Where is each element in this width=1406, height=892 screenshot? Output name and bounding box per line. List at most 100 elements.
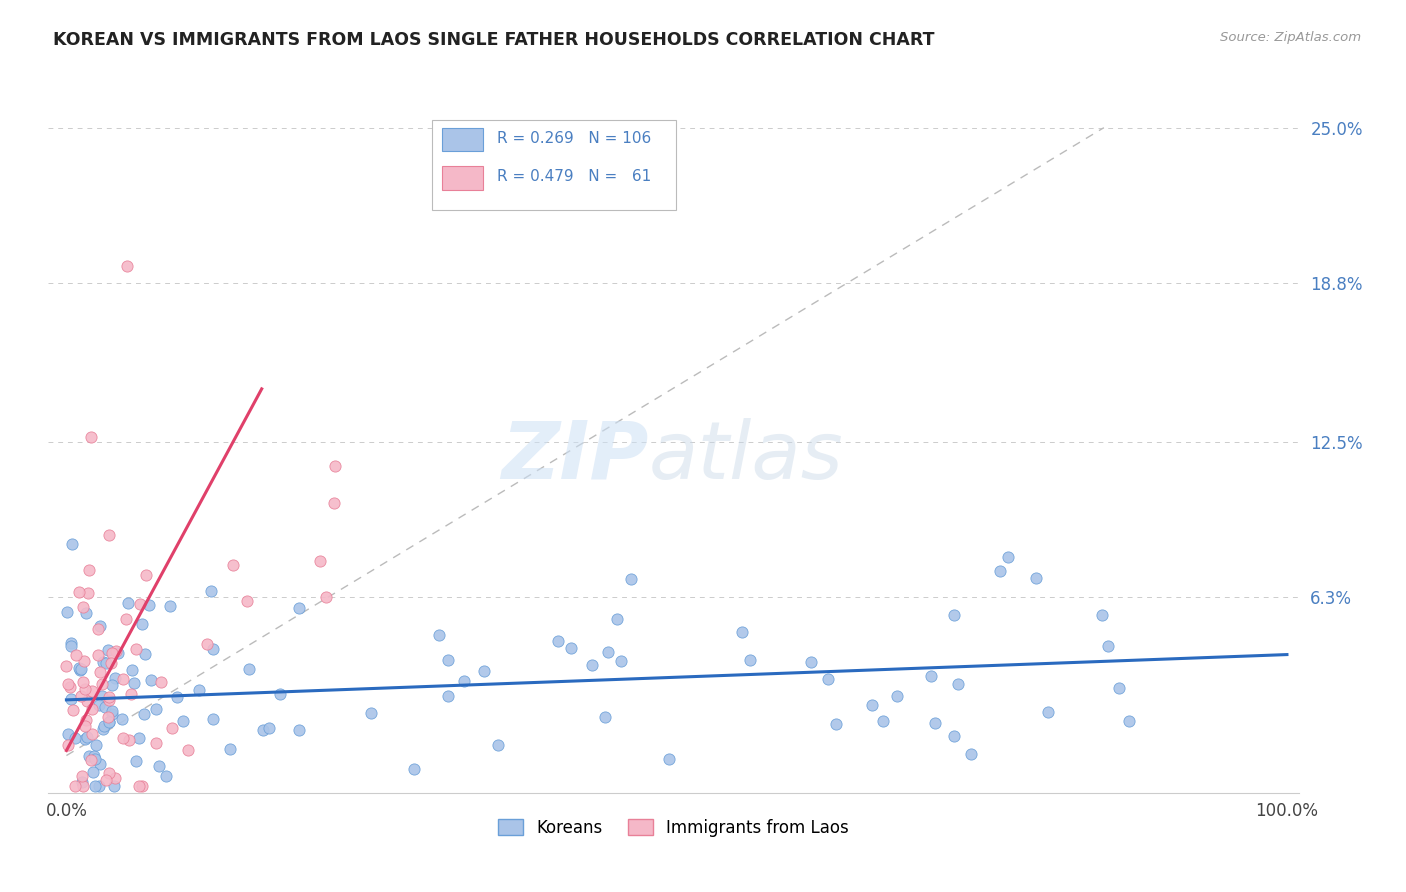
Point	[860, 698, 883, 712]
Point	[100, 678, 122, 692]
Point	[56, 727, 79, 741]
Point	[731, 625, 754, 640]
Point	[80, 753, 103, 767]
Point	[427, 628, 450, 642]
Point	[128, 597, 150, 611]
Point	[107, 646, 129, 660]
Point	[1036, 705, 1059, 719]
Point	[94, 700, 117, 714]
Point	[79, 563, 101, 577]
Point	[309, 554, 332, 568]
Point	[97, 715, 120, 730]
Point	[218, 741, 240, 756]
Point	[145, 702, 167, 716]
Point	[581, 658, 603, 673]
Point	[134, 647, 156, 661]
Point	[800, 656, 823, 670]
Point	[91, 655, 114, 669]
Point	[73, 654, 96, 668]
Point	[128, 779, 150, 793]
Point	[222, 558, 245, 573]
Point	[104, 772, 127, 786]
Point	[76, 694, 98, 708]
Text: KOREAN VS IMMIGRANTS FROM LAOS SINGLE FATHER HOUSEHOLDS CORRELATION CHART: KOREAN VS IMMIGRANTS FROM LAOS SINGLE FA…	[53, 31, 935, 49]
Point	[93, 719, 115, 733]
Point	[63, 731, 86, 746]
Point	[73, 682, 96, 697]
Point	[920, 668, 942, 682]
Point	[738, 653, 761, 667]
Point	[56, 739, 79, 753]
Legend: Koreans, Immigrants from Laos: Koreans, Immigrants from Laos	[492, 812, 856, 843]
Text: R = 0.479   N =   61: R = 0.479 N = 61	[498, 169, 651, 184]
Point	[886, 689, 908, 703]
Point	[195, 637, 218, 651]
Point	[55, 658, 77, 673]
Point	[122, 676, 145, 690]
Point	[75, 606, 97, 620]
Point	[89, 756, 111, 771]
Point	[115, 612, 138, 626]
Text: ZIP: ZIP	[501, 417, 648, 496]
Point	[69, 664, 91, 678]
Point	[990, 564, 1012, 578]
Point	[160, 721, 183, 735]
Point	[404, 762, 426, 776]
Point	[103, 779, 125, 793]
Point	[60, 692, 83, 706]
Point	[83, 752, 105, 766]
Point	[145, 736, 167, 750]
Point	[111, 712, 134, 726]
Point	[97, 710, 120, 724]
Point	[288, 723, 311, 738]
Point	[82, 765, 104, 780]
Point	[288, 601, 311, 615]
Point	[97, 690, 120, 705]
Point	[97, 643, 120, 657]
Point	[76, 730, 98, 744]
Point	[323, 496, 346, 510]
Point	[924, 716, 946, 731]
Point	[453, 674, 475, 689]
Point	[131, 779, 153, 793]
Point	[486, 738, 509, 752]
Point	[172, 714, 194, 728]
Point	[79, 749, 101, 764]
Point	[84, 738, 107, 752]
Point	[132, 706, 155, 721]
Point	[70, 662, 93, 676]
Point	[65, 648, 87, 662]
Point	[104, 671, 127, 685]
Point	[62, 703, 84, 717]
Point	[236, 593, 259, 607]
Point	[55, 605, 77, 619]
Point	[80, 684, 103, 698]
Point	[67, 585, 90, 599]
Point	[138, 598, 160, 612]
Point	[188, 683, 211, 698]
Point	[1025, 571, 1047, 585]
Point	[72, 600, 94, 615]
Point	[131, 616, 153, 631]
Point	[72, 779, 94, 793]
Point	[83, 749, 105, 764]
Point	[100, 656, 122, 670]
Point	[437, 653, 460, 667]
Point	[80, 726, 103, 740]
Point	[80, 429, 103, 443]
Point	[117, 596, 139, 610]
Point	[73, 719, 96, 733]
Point	[59, 639, 82, 653]
Point	[200, 583, 222, 598]
Point	[89, 665, 111, 680]
Point	[100, 704, 122, 718]
Point	[959, 747, 981, 761]
Point	[560, 640, 582, 655]
Point	[269, 688, 291, 702]
FancyBboxPatch shape	[441, 166, 484, 190]
Point	[825, 716, 848, 731]
Point	[87, 623, 110, 637]
Point	[90, 676, 112, 690]
FancyBboxPatch shape	[441, 128, 484, 151]
Point	[128, 731, 150, 745]
